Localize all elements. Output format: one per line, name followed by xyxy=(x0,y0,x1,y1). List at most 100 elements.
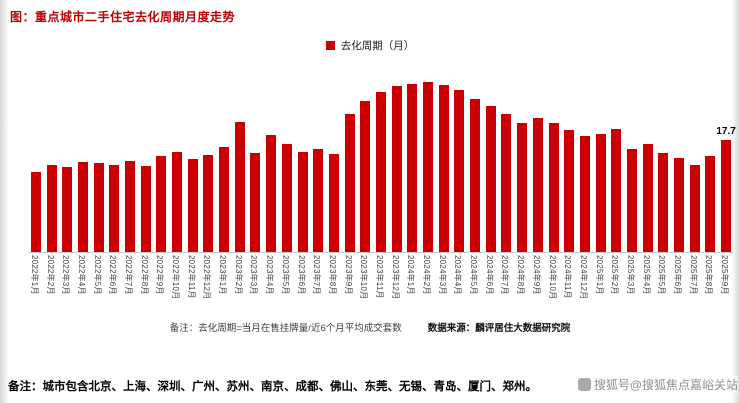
bar-cell xyxy=(483,62,499,252)
bar-cell xyxy=(703,62,719,252)
bar xyxy=(250,153,261,252)
x-axis-label: 2025年7月 xyxy=(688,255,698,295)
bar-cell xyxy=(640,62,656,252)
bar-cell xyxy=(373,62,389,252)
page-edge-shade-left xyxy=(0,0,9,403)
x-axis-label: 2023年8月 xyxy=(327,255,337,295)
x-axis-label: 2024年6月 xyxy=(484,255,494,295)
x-axis-label: 2022年4月 xyxy=(76,255,86,295)
x-axis-label: 2023年1月 xyxy=(218,255,228,295)
x-axis-label: 2023年6月 xyxy=(296,255,306,295)
x-axis-label: 2023年7月 xyxy=(312,255,322,295)
bar-cell xyxy=(232,62,248,252)
bar xyxy=(689,165,700,252)
x-axis-label: 2024年9月 xyxy=(531,255,541,295)
note-formula: 备注：去化周期=当月在售挂牌量/近6个月平均成交套数 xyxy=(169,323,402,334)
bar xyxy=(313,149,324,252)
watermark: 搜狐号@搜狐焦点嘉峪关站 xyxy=(575,376,738,393)
bar xyxy=(46,165,57,252)
x-axis-label: 2022年1月 xyxy=(29,255,39,295)
bar xyxy=(595,134,606,252)
bar-cell xyxy=(310,62,326,252)
bar xyxy=(375,92,386,252)
bar xyxy=(140,166,151,252)
bar-cell xyxy=(436,62,452,252)
x-axis: 2022年1月 2022年2月 2022年3月 2022年4月 2022年5月 2022年… xyxy=(28,253,734,317)
bar xyxy=(344,114,355,252)
bar-cell xyxy=(546,62,562,252)
bar-cell xyxy=(138,62,154,252)
bar-cell xyxy=(185,62,201,252)
x-axis-label: 2023年3月 xyxy=(249,255,259,295)
x-axis-label: 2022年9月 xyxy=(155,255,165,295)
chart-title: 图：重点城市二手住宅去化周期月度走势 xyxy=(10,10,236,24)
bar-cell xyxy=(467,62,483,252)
bar xyxy=(517,123,528,252)
bar xyxy=(658,153,669,252)
bar-cell xyxy=(28,62,44,252)
bar xyxy=(109,165,120,252)
bar-cell xyxy=(279,62,295,252)
bar-cell xyxy=(295,62,311,252)
x-axis-label: 2025年3月 xyxy=(625,255,635,295)
bar-cell xyxy=(106,62,122,252)
bar-cell xyxy=(91,62,107,252)
bar xyxy=(391,86,402,252)
bar xyxy=(77,162,88,252)
bar xyxy=(281,144,292,252)
x-axis-label: 2022年5月 xyxy=(92,255,102,295)
page-edge-shade-right xyxy=(731,0,740,403)
x-axis-label: 2023年5月 xyxy=(280,255,290,295)
bar xyxy=(266,135,277,252)
x-axis-label: 2024年1月 xyxy=(406,255,416,295)
bar xyxy=(674,158,685,252)
bar xyxy=(579,136,590,252)
bar xyxy=(564,130,575,252)
x-axis-label: 2024年4月 xyxy=(453,255,463,295)
x-axis-label: 2022年12月 xyxy=(202,255,212,300)
x-axis-label: 2023年12月 xyxy=(390,255,400,300)
x-axis-label: 2025年8月 xyxy=(704,255,714,295)
x-axis-label: 2022年7月 xyxy=(123,255,133,295)
bar-cell xyxy=(59,62,75,252)
bar-cell xyxy=(671,62,687,252)
x-axis-label: 2025年6月 xyxy=(673,255,683,295)
bar xyxy=(187,159,198,252)
bar-cell xyxy=(154,62,170,252)
bar-cell xyxy=(122,62,138,252)
legend-swatch-icon xyxy=(325,41,335,50)
bar xyxy=(234,122,245,252)
sohu-logo-icon xyxy=(577,378,591,391)
bar xyxy=(360,101,371,252)
x-axis-label: 2023年4月 xyxy=(265,255,275,295)
bar-cell xyxy=(326,62,342,252)
bar xyxy=(156,156,167,252)
bar-cell xyxy=(216,62,232,252)
footer-note: 备注：城市包含北京、上海、深圳、广州、苏州、南京、成都、佛山、东莞、无锡、青岛、… xyxy=(8,381,537,393)
x-axis-label: 2022年3月 xyxy=(61,255,71,295)
chart-legend: 去化周期（月） xyxy=(0,38,740,53)
bar-cell xyxy=(169,62,185,252)
x-axis-label: 2024年8月 xyxy=(516,255,526,295)
x-axis-label: 2024年3月 xyxy=(437,255,447,295)
x-axis-label: 2022年6月 xyxy=(108,255,118,295)
bars-row: 17.7 xyxy=(28,62,736,253)
bar-cell xyxy=(499,62,515,252)
bar xyxy=(423,82,434,252)
x-axis-label: 2023年11月 xyxy=(374,255,384,299)
bar-cell xyxy=(530,62,546,252)
bar-cell xyxy=(452,62,468,252)
bar xyxy=(438,85,449,252)
x-axis-label: 2024年7月 xyxy=(500,255,510,295)
bar xyxy=(124,161,135,252)
bar xyxy=(328,154,339,252)
bar xyxy=(470,99,481,252)
bar-cell: 17.7 xyxy=(716,62,736,252)
bar-cell xyxy=(608,62,624,252)
bar-cell xyxy=(248,62,264,252)
bar-cell xyxy=(561,62,577,252)
bar-cell xyxy=(420,62,436,252)
bar-value-label: 17.7 xyxy=(716,126,736,137)
bar-cell xyxy=(357,62,373,252)
bar-cell xyxy=(342,62,358,252)
